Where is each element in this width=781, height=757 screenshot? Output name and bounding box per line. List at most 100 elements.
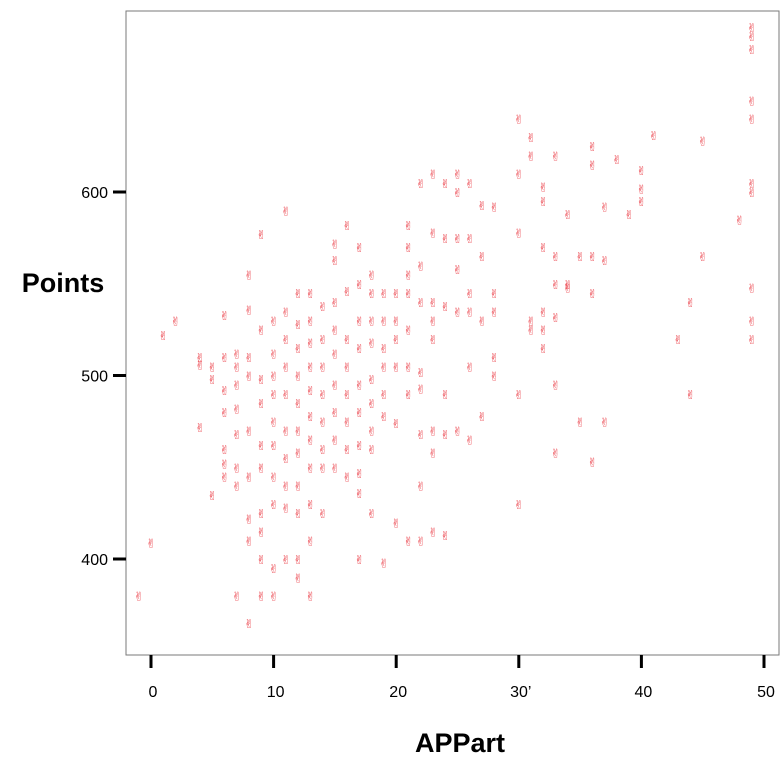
data-point: ✌: [428, 333, 438, 347]
data-point: ✌: [281, 305, 291, 319]
data-point: ✌: [342, 219, 352, 233]
data-point: ✌: [673, 333, 683, 347]
data-point: ✌: [195, 358, 205, 372]
data-point: ✌: [330, 254, 340, 268]
data-point: ✌: [452, 232, 462, 246]
data-point: ✌: [465, 287, 475, 301]
data-point: ✌: [269, 314, 279, 328]
y-tick-label: 500: [81, 369, 108, 386]
data-point: ✌: [452, 168, 462, 182]
data-point: ✌: [269, 388, 279, 402]
data-point: ✌: [293, 287, 303, 301]
data-point: ✌: [134, 590, 144, 604]
data-point: ✌: [747, 281, 757, 295]
data-point: ✌: [330, 461, 340, 475]
data-point: ✌: [195, 351, 205, 365]
data-point: ✌: [440, 529, 450, 543]
plot-area-frame: [125, 10, 780, 656]
data-point: ✌: [281, 204, 291, 218]
data-point: ✌: [747, 43, 757, 57]
data-point: ✌: [367, 397, 377, 411]
x-tick-label: 50: [757, 684, 775, 701]
data-point: ✌: [232, 428, 242, 442]
data-point: ✌: [318, 443, 328, 457]
data-point: ✌: [293, 553, 303, 567]
data-point: ✌: [551, 311, 561, 325]
data-point: ✌: [305, 336, 315, 350]
data-point: ✌: [305, 590, 315, 604]
data-point: ✌: [330, 296, 340, 310]
data-point: ✌: [244, 269, 254, 283]
data-point: ✌: [342, 360, 352, 374]
data-point: ✌: [636, 182, 646, 196]
data-point: ✌: [391, 516, 401, 530]
data-point: ✌: [477, 314, 487, 328]
data-point: ✌: [685, 388, 695, 402]
data-point: ✌: [379, 388, 389, 402]
data-point: ✌: [403, 535, 413, 549]
data-point: ✌: [220, 470, 230, 484]
data-point: ✌: [256, 553, 266, 567]
data-point: ✌: [538, 324, 548, 338]
data-point: ✌: [538, 342, 548, 356]
data-point: ✌: [318, 360, 328, 374]
data-point: ✌: [747, 186, 757, 200]
data-point: ✌: [452, 425, 462, 439]
data-point: ✌: [747, 21, 757, 35]
data-point: ✌: [526, 131, 536, 145]
data-point: ✌: [747, 333, 757, 347]
data-point: ✌: [612, 153, 622, 167]
data-point: ✌: [416, 296, 426, 310]
data-point: ✌: [330, 324, 340, 338]
data-point: ✌: [244, 303, 254, 317]
data-point: ✌: [269, 470, 279, 484]
data-point: ✌: [293, 507, 303, 521]
data-point: ✌: [440, 300, 450, 314]
data-point: ✌: [477, 199, 487, 213]
data-point: ✌: [367, 373, 377, 387]
data-point: ✌: [587, 140, 597, 154]
data-point: ✌: [428, 226, 438, 240]
data-point: ✌: [403, 360, 413, 374]
data-point: ✌: [465, 434, 475, 448]
data-point: ✌: [293, 370, 303, 384]
data-point: ✌: [367, 507, 377, 521]
data-point: ✌: [428, 168, 438, 182]
data-point: ✌: [379, 410, 389, 424]
data-point: ✌: [379, 314, 389, 328]
data-point: ✌: [342, 470, 352, 484]
x-axis-title: APPart: [415, 728, 505, 757]
data-point: ✌: [256, 590, 266, 604]
data-point: ✌: [256, 439, 266, 453]
data-point: ✌: [220, 458, 230, 472]
data-point: ✌: [269, 370, 279, 384]
y-axis: 400 500 600: [81, 185, 126, 569]
data-point: ✌: [747, 113, 757, 127]
data-point: ✌: [575, 415, 585, 429]
data-point: ✌: [281, 502, 291, 516]
data-point: ✌: [281, 333, 291, 347]
data-point: ✌: [477, 410, 487, 424]
data-point: ✌: [293, 571, 303, 585]
data-point: ✌: [354, 342, 364, 356]
data-point: ✌: [293, 480, 303, 494]
data-point: ✌: [330, 406, 340, 420]
data-point: ✌: [220, 384, 230, 398]
data-point: ✌: [428, 296, 438, 310]
data-point: ✌: [526, 324, 536, 338]
data-point: ✌: [281, 452, 291, 466]
data-point: ✌: [342, 333, 352, 347]
data-point: ✌: [416, 480, 426, 494]
data-point: ✌: [342, 443, 352, 457]
data-point: ✌: [342, 388, 352, 402]
data-point: ✌: [649, 129, 659, 143]
data-point: ✌: [367, 314, 377, 328]
data-point: ✌: [391, 417, 401, 431]
data-point: ✌: [428, 447, 438, 461]
data-point: ✌: [220, 443, 230, 457]
data-point: ✌: [428, 425, 438, 439]
data-point: ✌: [354, 406, 364, 420]
data-point: ✌: [489, 351, 499, 365]
y-axis-title: Points: [22, 268, 105, 298]
data-point: ✌: [305, 287, 315, 301]
